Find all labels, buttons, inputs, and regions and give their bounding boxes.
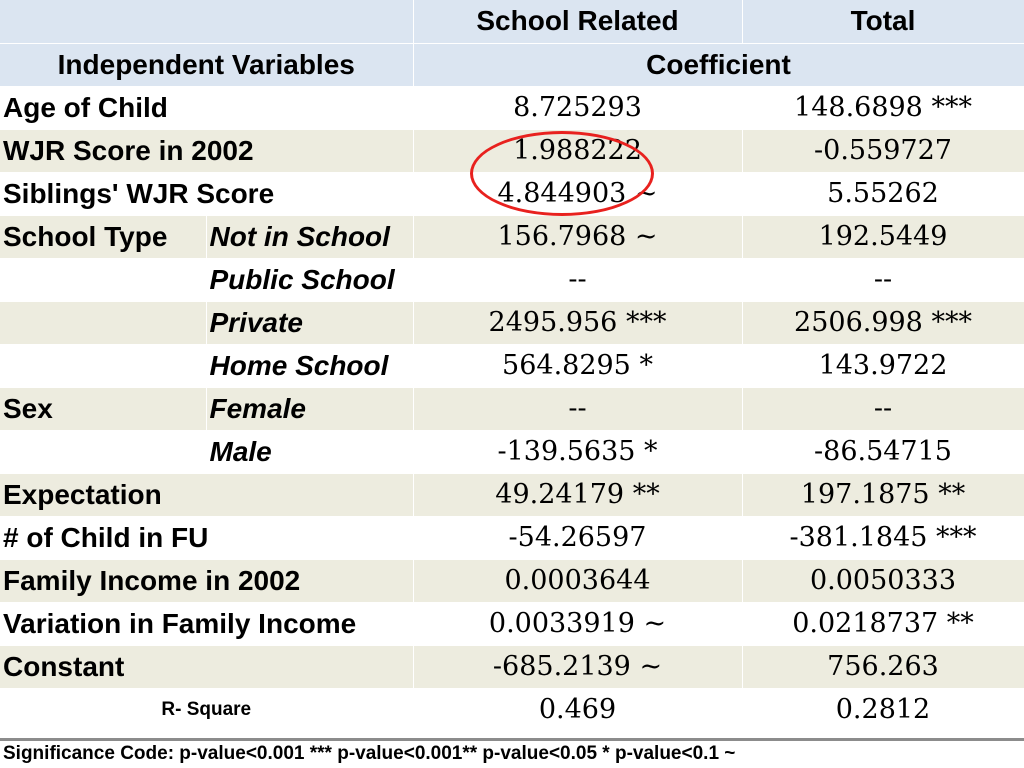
school-related-value: -139.5635 * xyxy=(412,430,743,474)
r-square-school-related: 0.469 xyxy=(412,688,743,732)
header-school-related: School Related xyxy=(413,0,743,44)
school-related-value: -54.26597 xyxy=(412,516,743,560)
table-row-r-square: R- Square 0.469 0.2812 xyxy=(0,688,1024,732)
header-independent-variables: Independent Variables xyxy=(0,43,414,87)
total-value: -381.1845 *** xyxy=(741,516,1024,560)
header-total: Total xyxy=(742,0,1024,44)
variable-level: Private xyxy=(205,301,414,345)
table-row-public-school: Public School -- -- xyxy=(0,258,1024,302)
header-coefficient: Coefficient xyxy=(413,43,1024,87)
total-value: -- xyxy=(741,258,1024,302)
table-row-sex-female: Sex Female -- -- xyxy=(0,387,1024,431)
total-value: 756.263 xyxy=(741,645,1024,689)
variable-name: Expectation xyxy=(0,473,414,517)
school-related-value: 49.24179 ** xyxy=(412,473,743,517)
variable-level: Female xyxy=(205,387,414,431)
variable-name: # of Child in FU xyxy=(0,516,414,560)
variable-name: Siblings' WJR Score xyxy=(0,172,414,216)
variable-name: Age of Child xyxy=(0,86,414,130)
total-value: -0.559727 xyxy=(741,129,1024,173)
table-row-siblings-wjr-score: Siblings' WJR Score 4.844903 ~ 5.55262 xyxy=(0,172,1024,216)
significance-note: Significance Code: p-value<0.001 *** p-v… xyxy=(0,738,1024,768)
header-row-labels: Independent Variables Coefficient xyxy=(0,43,1024,87)
school-related-value: 8.725293 xyxy=(412,86,743,130)
total-value: 143.9722 xyxy=(741,344,1024,388)
total-value: 0.0050333 xyxy=(741,559,1024,603)
variable-name: WJR Score in 2002 xyxy=(0,129,414,173)
school-related-value: 564.8295 * xyxy=(412,344,743,388)
table-row-wjr-score: WJR Score in 2002 1.988222 -0.559727 xyxy=(0,129,1024,173)
total-value: -86.54715 xyxy=(741,430,1024,474)
total-value: 5.55262 xyxy=(741,172,1024,216)
variable-name: School Type xyxy=(0,215,207,259)
school-related-value: 2495.956 *** xyxy=(412,301,743,345)
school-related-value: -685.2139 ~ xyxy=(412,645,743,689)
school-related-value: 0.0003644 xyxy=(412,559,743,603)
school-related-value: 0.0033919 ~ xyxy=(412,602,743,646)
school-related-value: 156.7968 ~ xyxy=(412,215,743,259)
school-related-value: 4.844903 ~ xyxy=(412,172,743,216)
regression-table: School Related Total Independent Variabl… xyxy=(0,0,1024,732)
table-row-age-of-child: Age of Child 8.725293 148.6898 *** xyxy=(0,86,1024,130)
variable-name: Variation in Family Income xyxy=(0,602,414,646)
school-related-value: -- xyxy=(412,387,743,431)
table-row-child-in-fu: # of Child in FU -54.26597 -381.1845 *** xyxy=(0,516,1024,560)
header-row-model: School Related Total xyxy=(0,0,1024,44)
table-row-expectation: Expectation 49.24179 ** 197.1875 ** xyxy=(0,473,1024,517)
header-blank-cell xyxy=(0,0,414,44)
variable-name xyxy=(0,258,207,302)
variable-level: Home School xyxy=(205,344,414,388)
total-value: 192.5449 xyxy=(741,215,1024,259)
variable-level: Public School xyxy=(205,258,414,302)
r-square-label: R- Square xyxy=(0,688,414,732)
table-row-variation-family-income: Variation in Family Income 0.0033919 ~ 0… xyxy=(0,602,1024,646)
table-row-male: Male -139.5635 * -86.54715 xyxy=(0,430,1024,474)
table-row-private: Private 2495.956 *** 2506.998 *** xyxy=(0,301,1024,345)
variable-level: Male xyxy=(205,430,414,474)
variable-name: Family Income in 2002 xyxy=(0,559,414,603)
total-value: 0.0218737 ** xyxy=(741,602,1024,646)
school-related-value: 1.988222 xyxy=(412,129,743,173)
variable-name: Sex xyxy=(0,387,207,431)
variable-name xyxy=(0,430,207,474)
table-row-home-school: Home School 564.8295 * 143.9722 xyxy=(0,344,1024,388)
total-value: -- xyxy=(741,387,1024,431)
table-row-constant: Constant -685.2139 ~ 756.263 xyxy=(0,645,1024,689)
total-value: 2506.998 *** xyxy=(741,301,1024,345)
school-related-value: -- xyxy=(412,258,743,302)
variable-name xyxy=(0,344,207,388)
variable-name: Constant xyxy=(0,645,414,689)
variable-name xyxy=(0,301,207,345)
total-value: 148.6898 *** xyxy=(741,86,1024,130)
table-row-school-type-not-in-school: School Type Not in School 156.7968 ~ 192… xyxy=(0,215,1024,259)
table-row-family-income: Family Income in 2002 0.0003644 0.005033… xyxy=(0,559,1024,603)
total-value: 197.1875 ** xyxy=(741,473,1024,517)
r-square-total: 0.2812 xyxy=(741,688,1024,732)
variable-level: Not in School xyxy=(205,215,414,259)
